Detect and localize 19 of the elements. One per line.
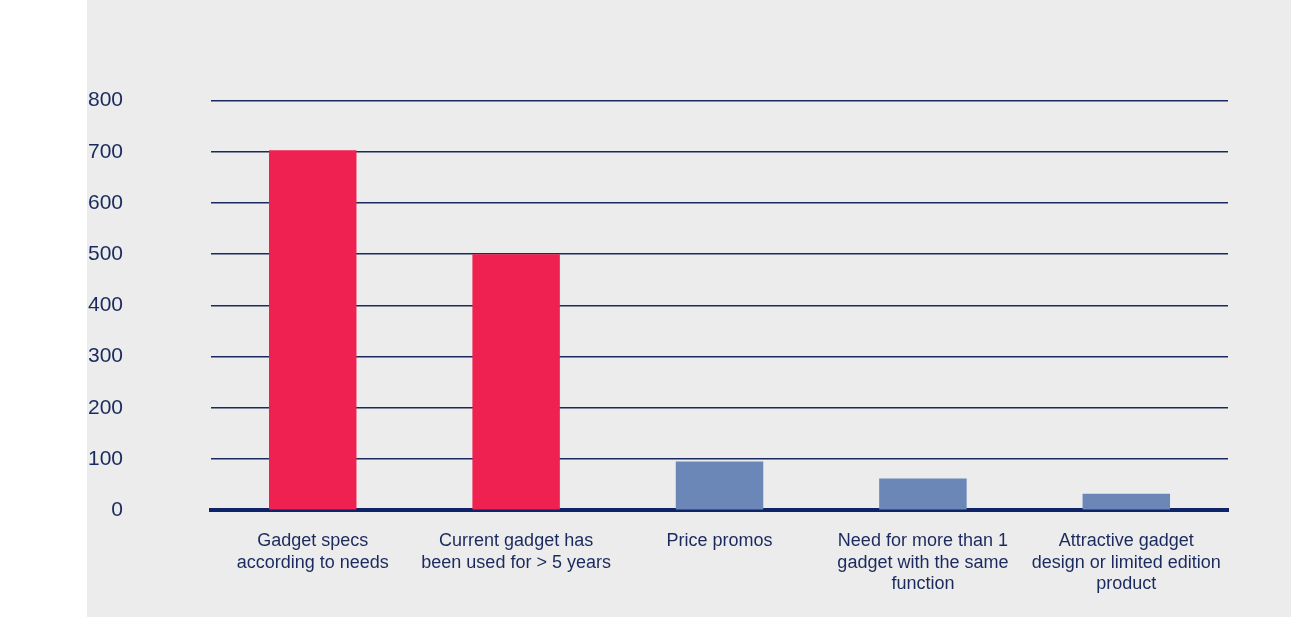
x-tick-label: Gadget specs according to needs — [236, 529, 389, 572]
x-tick-label: Attractive gadget design or limited edition product — [1031, 529, 1221, 594]
y-tick-label: 600 — [87, 189, 124, 213]
x-tick-label: Need for more than 1 gadget with the same function — [837, 529, 1009, 594]
bar — [1082, 493, 1171, 510]
y-tick-label: 200 — [87, 394, 124, 418]
bar — [675, 461, 764, 510]
y-tick-label: 700 — [87, 138, 124, 162]
bar — [879, 478, 967, 510]
y-tick-label: 400 — [87, 292, 124, 316]
y-tick-label: 300 — [87, 343, 124, 367]
y-tick-label: 500 — [87, 241, 124, 264]
bar — [472, 254, 560, 510]
x-tick-label: Price promos — [666, 529, 773, 550]
y-tick-label: 100 — [87, 445, 124, 469]
bar — [269, 150, 357, 510]
y-tick-label: 800 — [87, 87, 124, 111]
y-tick-label: 0 — [111, 497, 124, 520]
x-tick-label: Current gadget has been used for > 5 years — [421, 529, 611, 572]
